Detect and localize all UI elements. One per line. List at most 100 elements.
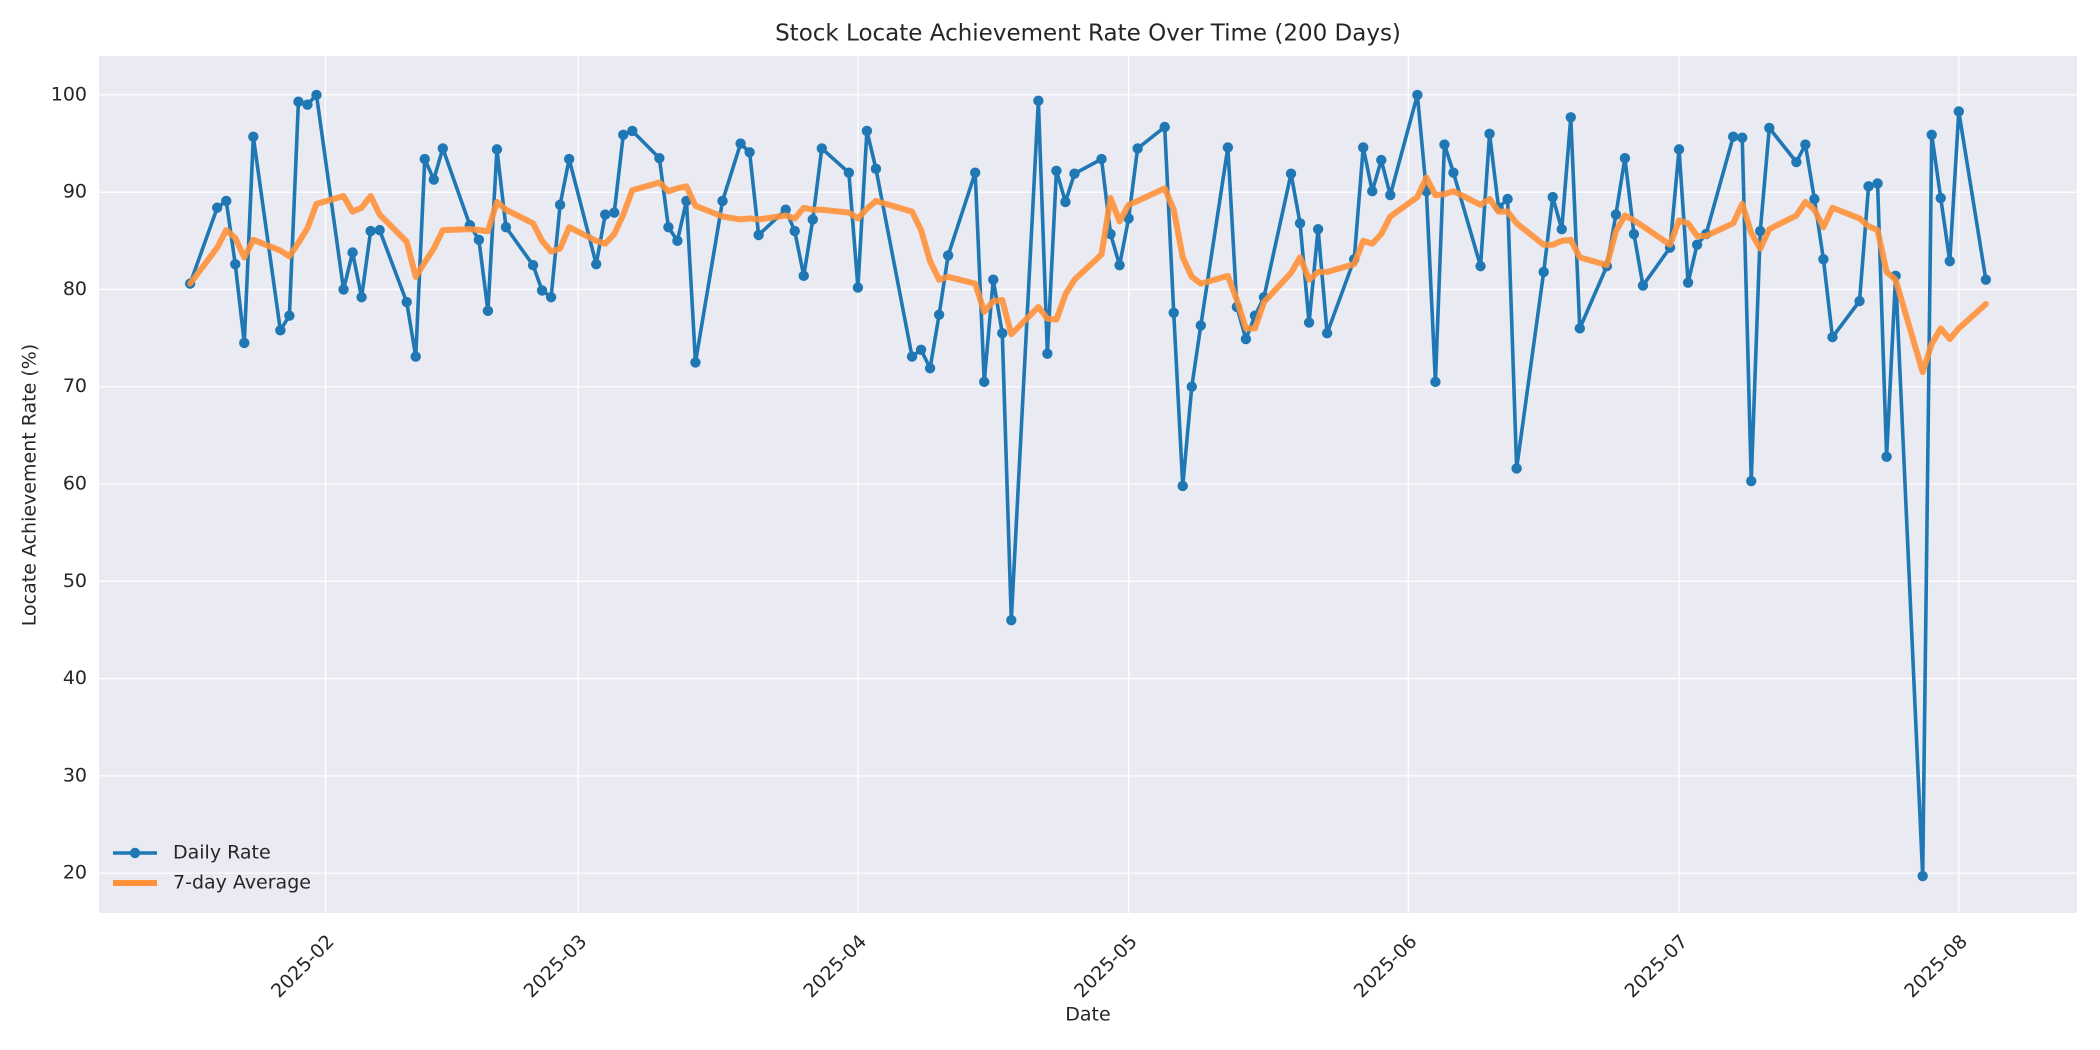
marker: [1376, 154, 1387, 166]
marker: [1051, 165, 1062, 176]
marker: [1863, 181, 1874, 192]
marker: [338, 284, 349, 295]
marker: [1556, 223, 1567, 235]
marker: [239, 337, 250, 349]
marker: [591, 258, 602, 270]
marker: [1475, 260, 1486, 272]
y-tick-label: 40: [63, 667, 87, 689]
marker: [437, 143, 449, 154]
marker: [1439, 139, 1450, 150]
marker: [1944, 256, 1955, 267]
marker: [473, 234, 485, 246]
marker: [1926, 129, 1937, 140]
chart-title: Stock Locate Achievement Rate Over Time …: [775, 21, 1401, 47]
marker: [356, 292, 367, 303]
marker: [1800, 139, 1811, 150]
y-tick-label: 90: [63, 181, 87, 203]
marker: [1791, 156, 1802, 168]
marker: [970, 167, 981, 178]
marker: [789, 225, 800, 237]
marker: [1872, 178, 1883, 189]
marker: [401, 296, 412, 308]
marker: [861, 125, 873, 137]
marker: [672, 235, 683, 247]
marker: [1367, 186, 1378, 197]
marker: [1321, 328, 1333, 339]
marker: [1854, 295, 1865, 307]
marker: [1737, 132, 1748, 143]
marker: [1727, 131, 1739, 142]
marker: [365, 225, 376, 237]
marker: [1195, 320, 1206, 331]
marker: [735, 138, 746, 149]
marker: [1285, 168, 1297, 179]
marker: [527, 259, 539, 271]
y-tick-label: 70: [63, 375, 87, 397]
marker: [1818, 254, 1829, 265]
marker: [1484, 128, 1495, 140]
y-tick-label: 60: [63, 473, 87, 495]
marker: [1060, 196, 1071, 208]
marker: [221, 195, 232, 207]
marker: [997, 328, 1008, 339]
x-tick-label: 2025-02: [267, 931, 339, 1003]
marker: [212, 202, 223, 213]
marker: [1953, 106, 1964, 117]
marker: [500, 222, 512, 233]
marker: [1033, 95, 1044, 106]
marker: [1673, 144, 1685, 155]
legend-marker: [129, 847, 141, 859]
legend-label: Daily Rate: [173, 842, 271, 864]
marker: [1637, 280, 1649, 291]
marker: [428, 174, 439, 185]
marker: [1177, 480, 1188, 492]
marker: [1159, 121, 1170, 133]
marker: [419, 153, 430, 165]
marker: [753, 229, 764, 241]
marker: [1746, 475, 1757, 487]
marker: [663, 222, 674, 233]
marker: [798, 270, 809, 282]
marker: [627, 125, 638, 137]
marker: [1691, 239, 1703, 250]
marker: [654, 152, 665, 164]
marker: [1764, 122, 1775, 134]
marker: [1809, 193, 1820, 205]
y-tick-label: 20: [63, 862, 87, 884]
marker: [1547, 191, 1558, 203]
marker: [1412, 89, 1423, 101]
marker: [1682, 277, 1694, 288]
marker: [843, 167, 855, 178]
legend-label: 7-day Average: [173, 872, 311, 894]
marker: [1358, 142, 1369, 153]
marker: [554, 199, 566, 211]
series: [184, 89, 1992, 882]
marker: [807, 214, 818, 225]
series: [187, 174, 1989, 376]
x-tick-label: 2025-07: [1621, 931, 1693, 1003]
marker: [1186, 381, 1197, 392]
marker: [302, 99, 313, 110]
marker: [1240, 333, 1252, 345]
y-tick-label: 100: [51, 83, 87, 105]
marker: [1312, 223, 1324, 235]
marker: [374, 224, 385, 236]
marker: [1303, 317, 1315, 328]
marker: [1006, 614, 1017, 626]
marker: [275, 325, 286, 336]
marker: [545, 292, 557, 303]
marker: [536, 285, 548, 296]
y-tick-label: 30: [63, 764, 87, 786]
x-tick-label: 2025-08: [1900, 931, 1972, 1003]
marker: [906, 351, 918, 362]
marker: [491, 144, 503, 155]
x-tick-label: 2025-03: [520, 931, 592, 1003]
marker: [979, 376, 990, 388]
marker: [311, 89, 322, 101]
marker: [1069, 168, 1080, 179]
marker: [410, 351, 421, 362]
marker: [1628, 228, 1640, 240]
y-tick-label: 80: [63, 278, 87, 300]
marker: [717, 195, 728, 207]
